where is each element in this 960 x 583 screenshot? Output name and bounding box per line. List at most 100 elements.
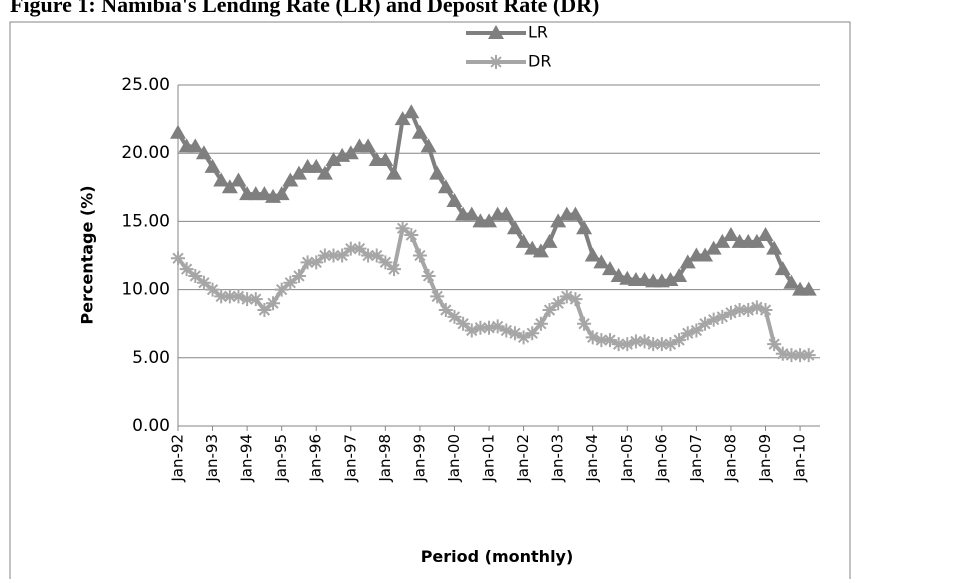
data-point [437, 179, 454, 194]
data-point [179, 262, 194, 277]
data-point [697, 247, 714, 262]
data-point [722, 227, 739, 242]
data-point [481, 213, 498, 228]
data-point [689, 323, 704, 338]
data-point [541, 233, 558, 248]
data-point [394, 111, 411, 126]
data-point [723, 305, 738, 320]
data-point [663, 337, 678, 352]
data-point [404, 228, 419, 243]
data-point [758, 303, 773, 318]
x-tick-label: Jan-00 [445, 434, 463, 483]
data-point [257, 303, 272, 318]
data-point [620, 337, 635, 352]
x-tick-label: Jan-02 [514, 434, 532, 483]
data-point [240, 292, 255, 307]
data-point [593, 254, 610, 269]
chart-frame [9, 21, 851, 583]
data-point [757, 227, 774, 242]
y-tick-label: 20.00 [121, 143, 170, 163]
data-point [342, 145, 359, 160]
data-point [584, 247, 601, 262]
data-point [550, 213, 567, 228]
data-point [430, 289, 445, 304]
data-point [741, 303, 756, 318]
data-point [204, 158, 221, 173]
data-point [447, 309, 462, 324]
data-point [411, 124, 428, 139]
legend-marker [488, 25, 504, 39]
data-point [533, 316, 548, 331]
y-axis-title: Percentage (%) [78, 185, 97, 324]
x-tick-label: Jan-07 [687, 434, 705, 483]
data-point [576, 220, 593, 235]
data-point [361, 248, 376, 263]
data-point [386, 165, 402, 180]
data-point [498, 206, 515, 221]
data-point [577, 316, 592, 331]
data-point [231, 289, 246, 304]
data-point [705, 240, 722, 255]
data-point [714, 233, 731, 248]
x-tick-label: Jan-93 [203, 434, 221, 483]
data-point [698, 316, 713, 331]
data-point [490, 319, 505, 334]
data-point [308, 158, 325, 173]
x-tick-label: Jan-05 [618, 434, 636, 483]
data-point [420, 138, 437, 153]
data-point [317, 248, 332, 263]
y-tick-label: 0.00 [132, 416, 170, 436]
data-point [230, 172, 247, 187]
data-point [205, 282, 220, 297]
data-point [516, 330, 531, 345]
data-point [421, 268, 436, 283]
data-point [170, 124, 186, 139]
data-point [456, 316, 471, 331]
data-point [369, 248, 384, 263]
data-point [506, 220, 523, 235]
data-point [482, 320, 497, 335]
data-point [256, 186, 273, 201]
data-point [325, 152, 342, 167]
x-tick-label: Jan-97 [341, 434, 359, 483]
data-point [603, 333, 617, 348]
data-point [793, 348, 808, 363]
data-point [672, 333, 687, 348]
legend-marker [489, 55, 503, 69]
data-point [532, 243, 549, 258]
data-point [196, 275, 211, 290]
data-point [300, 255, 315, 270]
data-point [326, 248, 341, 263]
data-point [748, 233, 765, 248]
data-point [309, 255, 324, 270]
x-tick-label: Jan-04 [583, 434, 601, 483]
data-point [706, 312, 721, 327]
data-point [542, 303, 557, 318]
data-point [628, 334, 643, 349]
data-point [671, 267, 688, 282]
data-point [283, 275, 298, 290]
x-tick-label: Jan-92 [169, 434, 187, 483]
data-point [291, 268, 306, 283]
legend-label: DR [528, 52, 551, 71]
data-point [654, 337, 669, 352]
x-tick-label: Jan-03 [549, 434, 567, 483]
x-tick-label: Jan-08 [721, 434, 739, 483]
data-point [335, 248, 350, 263]
data-point [637, 334, 652, 349]
y-tick-label: 25.00 [121, 75, 170, 95]
data-point [463, 206, 480, 221]
data-point [775, 346, 790, 361]
x-tick-label: Jan-09 [756, 434, 774, 483]
data-point [594, 333, 609, 348]
data-point [222, 289, 237, 304]
data-point [248, 292, 263, 307]
data-point [187, 138, 204, 153]
data-point [680, 326, 695, 341]
y-tick-label: 10.00 [121, 280, 170, 300]
data-point [732, 303, 747, 318]
data-point [568, 292, 583, 307]
data-point [360, 138, 377, 153]
x-axis-title: Period (monthly) [421, 547, 574, 566]
